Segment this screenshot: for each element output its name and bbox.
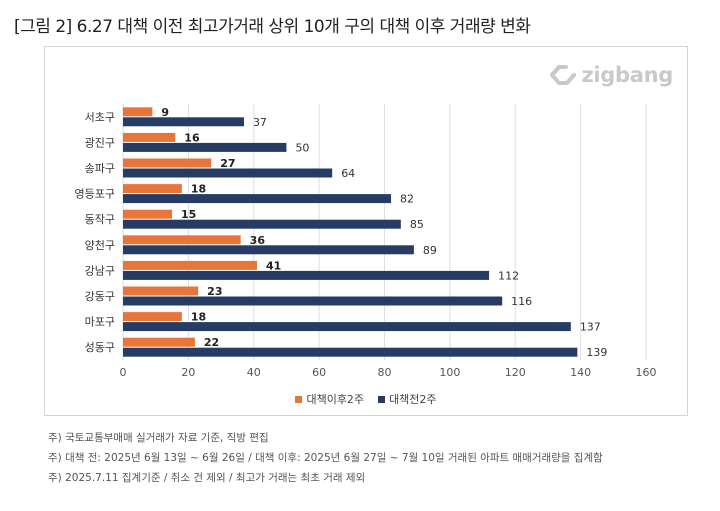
data-label: 85 — [410, 218, 424, 231]
category-label: 동작구 — [85, 213, 115, 226]
bar-after — [123, 158, 212, 168]
bar-after — [123, 286, 199, 296]
data-label: 15 — [181, 208, 196, 221]
footnote-2: 주) 대책 전: 2025년 6월 13일 ~ 6월 26일 / 대책 이후: … — [48, 452, 603, 464]
data-label: 82 — [400, 193, 414, 206]
footnotes: 주) 국토교통부매매 실거래가 자료 기준, 직방 편집 주) 대책 전: 20… — [48, 428, 603, 488]
data-label: 36 — [250, 234, 266, 247]
data-label: 137 — [580, 321, 601, 334]
x-tick-label: 0 — [120, 366, 127, 379]
legend-item-before: 대책전2주 — [378, 391, 437, 407]
bar-before — [123, 194, 392, 204]
x-tick-label: 40 — [247, 366, 261, 379]
bar-after — [123, 132, 176, 142]
chart-panel: zigbang 0 20 40 60 80 100 120 140 160 서초구 9 37 광진구 16… — [44, 46, 688, 416]
category-label: 양천구 — [85, 238, 115, 252]
bar-after — [123, 260, 258, 270]
x-tick-label: 100 — [439, 366, 460, 379]
bar-before — [123, 270, 490, 280]
legend-label-before: 대책전2주 — [389, 393, 437, 406]
category-label: 광진구 — [85, 136, 115, 149]
data-label: 112 — [498, 269, 519, 282]
zigbang-logo-text: zigbang — [581, 63, 673, 87]
data-label: 116 — [511, 295, 532, 308]
x-tick-label: 80 — [378, 366, 392, 379]
category-label: 마포구 — [85, 316, 115, 329]
data-label: 22 — [204, 336, 219, 349]
category-label: 강남구 — [85, 264, 115, 277]
data-label: 16 — [184, 131, 200, 144]
category-label: 송파구 — [85, 162, 115, 175]
category-label: 영등포구 — [75, 188, 115, 201]
data-label: 18 — [191, 311, 206, 324]
data-label: 27 — [220, 157, 235, 170]
bar-before — [123, 322, 571, 332]
bar-before — [123, 296, 503, 306]
x-tick-label: 160 — [636, 366, 657, 379]
bar-after — [123, 107, 153, 117]
bar-after — [123, 312, 182, 322]
bar-chart: 0 20 40 60 80 100 120 140 160 서초구 9 37 광진구 16 50 송파구 27 6… — [75, 104, 657, 379]
data-label: 64 — [341, 167, 355, 180]
data-label: 41 — [266, 259, 281, 272]
bar-after — [123, 184, 182, 194]
bar-after — [123, 235, 241, 245]
zigbang-logo: zigbang — [549, 63, 673, 87]
data-label: 37 — [253, 116, 267, 129]
chart-legend: 대책이후2주 대책전2주 — [45, 391, 687, 407]
x-tick-label: 60 — [312, 366, 326, 379]
category-label: 강동구 — [85, 290, 115, 303]
legend-swatch-after — [295, 395, 303, 403]
data-label: 50 — [295, 141, 309, 154]
bar-before — [123, 168, 333, 178]
x-tick-label: 20 — [181, 366, 195, 379]
data-label: 23 — [207, 285, 222, 298]
bar-before — [123, 142, 287, 152]
bar-before — [123, 117, 244, 127]
zigbang-logo-icon — [550, 65, 577, 85]
bar-after — [123, 209, 173, 219]
data-label: 18 — [191, 183, 206, 196]
x-tick-label: 120 — [505, 366, 526, 379]
data-label: 9 — [161, 106, 169, 119]
category-label: 서초구 — [85, 111, 115, 124]
data-label: 89 — [423, 244, 437, 257]
bar-before — [123, 347, 578, 357]
legend-label-after: 대책이후2주 — [306, 393, 365, 406]
bar-after — [123, 337, 195, 347]
category-label: 성동구 — [85, 341, 115, 354]
data-label: 139 — [586, 346, 607, 359]
x-tick-label: 140 — [570, 366, 591, 379]
bar-before — [123, 245, 414, 255]
footnote-1: 주) 국토교통부매매 실거래가 자료 기준, 직방 편집 — [48, 432, 269, 444]
bar-before — [123, 219, 401, 229]
chart-title: [그림 2] 6.27 대책 이전 최고가거래 상위 10개 구의 대책 이후 … — [14, 17, 531, 37]
legend-swatch-before — [378, 395, 386, 403]
legend-item-after: 대책이후2주 — [295, 391, 364, 407]
footnote-3: 주) 2025.7.11 집계기준 / 취소 건 제외 / 최고가 거래는 최초… — [48, 472, 366, 484]
